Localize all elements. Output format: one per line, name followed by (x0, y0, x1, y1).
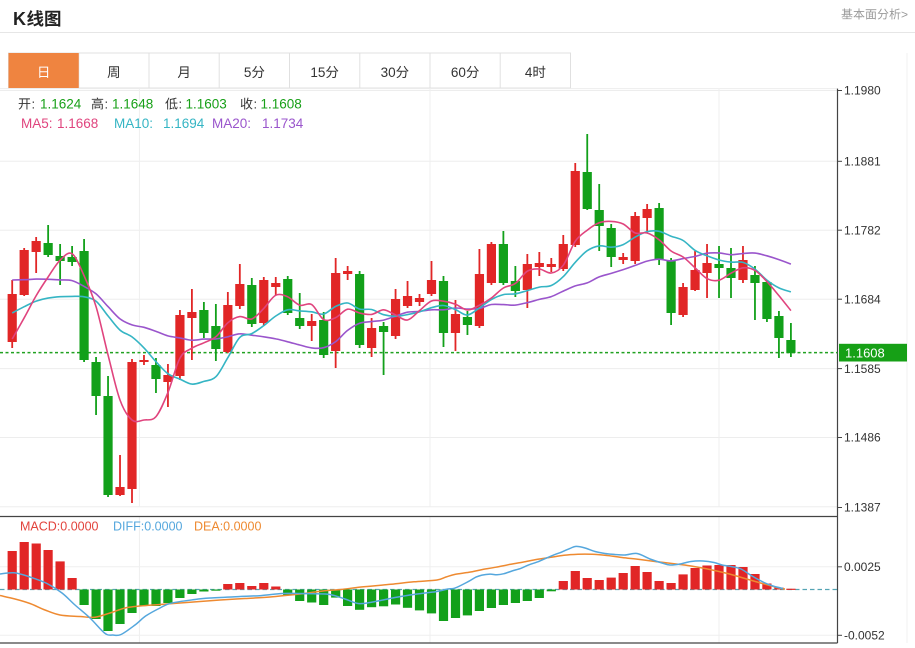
svg-text::: : (179, 97, 183, 112)
svg-text::: : (105, 97, 109, 112)
svg-text:1.1734: 1.1734 (262, 116, 304, 131)
svg-text:30: 30 (381, 65, 396, 80)
svg-text:5: 5 (244, 65, 252, 80)
svg-text:0.0025: 0.0025 (844, 560, 881, 574)
svg-text:15: 15 (310, 65, 325, 80)
svg-text::: : (254, 97, 258, 112)
svg-text:1.1684: 1.1684 (844, 292, 881, 306)
svg-text:1.1608: 1.1608 (845, 345, 885, 360)
svg-text:-0.0052: -0.0052 (844, 629, 885, 643)
svg-text:1.1648: 1.1648 (112, 97, 153, 112)
svg-text:60: 60 (451, 65, 466, 80)
svg-text:MA10:: MA10: (114, 116, 153, 131)
svg-text:1.1486: 1.1486 (844, 431, 881, 445)
svg-text:1.1782: 1.1782 (844, 223, 881, 237)
svg-text:4: 4 (525, 65, 533, 80)
svg-text:DIFF:0.0000: DIFF:0.0000 (113, 520, 183, 534)
svg-text::: : (32, 97, 36, 112)
svg-text:1.1694: 1.1694 (163, 116, 205, 131)
svg-text:1.1608: 1.1608 (261, 97, 302, 112)
svg-text:MACD:0.0000: MACD:0.0000 (20, 520, 99, 534)
svg-text:1.1387: 1.1387 (844, 501, 881, 515)
svg-text:K: K (13, 9, 26, 29)
svg-text:1.1624: 1.1624 (40, 97, 82, 112)
svg-text:DEA:0.0000: DEA:0.0000 (194, 520, 261, 534)
svg-text:1.1668: 1.1668 (57, 116, 98, 131)
svg-text:1.1881: 1.1881 (844, 155, 881, 169)
svg-text:>: > (901, 8, 908, 22)
svg-text:MA5:: MA5: (21, 116, 53, 131)
svg-text:1.1603: 1.1603 (186, 97, 227, 112)
svg-text:MA20:: MA20: (212, 116, 251, 131)
svg-text:1.1980: 1.1980 (844, 84, 881, 98)
svg-text:1.1585: 1.1585 (844, 362, 881, 376)
